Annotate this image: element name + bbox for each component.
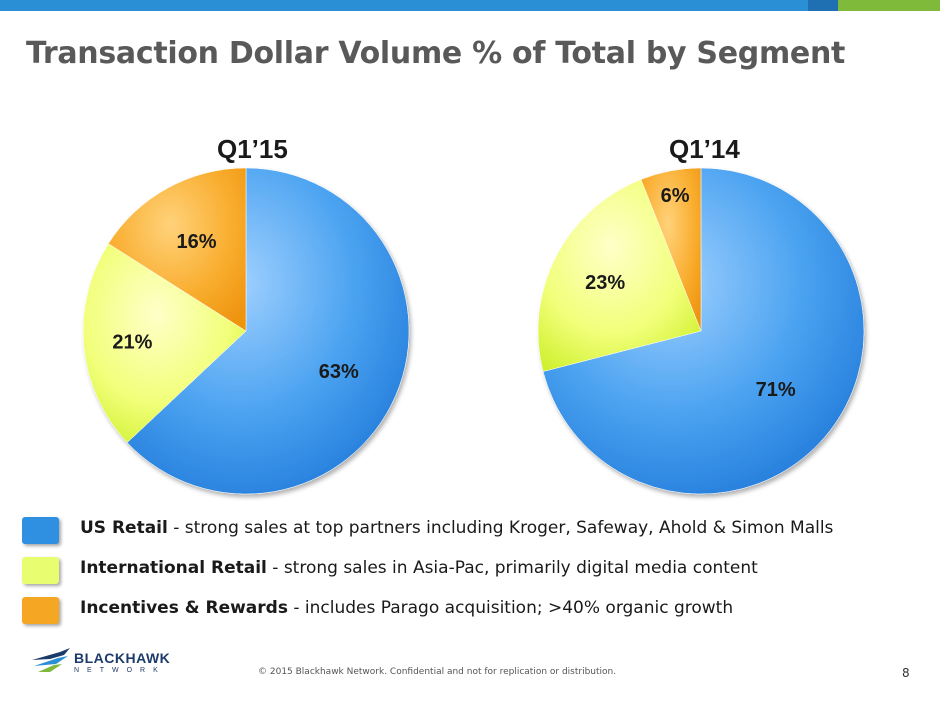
pie-slice-incentives-and-rewards [640,167,702,332]
top-bar-segment-dark [808,0,838,11]
us-retail-swatch [22,517,59,544]
legend-desc-international-retail: - strong sales in Asia-Pac, primarily di… [266,558,758,578]
pie-q1-14 [537,167,865,495]
data-label-international-retail: 23% [585,272,625,294]
top-accent-bar [0,0,940,11]
pie-labels-q1-14: 71% 23% 6% [585,185,796,401]
logo-subtitle: NETWORK [74,667,166,674]
data-label-incentives-and-rewards: 6% [661,185,690,207]
hawk-icon [32,648,70,672]
logo-wordmark: BLACKHAWK [74,650,171,666]
pie-slice-international-retail [537,179,702,372]
pie-labels-q1-15: 63% 21% 16% [112,231,359,383]
pie-title-q1-14: Q1’14 [669,134,740,164]
pie-title-q1-15: Q1’15 [217,134,288,164]
pie-q1-15 [82,167,410,495]
pie-slice-us-retail [542,167,865,495]
blackhawk-logo: BLACKHAWK NETWORK [30,646,180,682]
legend-name-incentives-rewards: Incentives & Rewards [80,598,288,618]
data-label-international-retail: 21% [112,332,152,354]
data-label-us-retail: 63% [319,361,359,383]
slide-title: Transaction Dollar Volume % of Total by … [26,36,846,71]
legend-name-international-retail: International Retail [80,558,267,578]
pie-slice-incentives-and-rewards [108,167,247,332]
page-number: 8 [902,666,910,680]
international-retail-swatch [22,557,59,584]
data-label-incentives-and-rewards: 16% [177,231,217,253]
legend-name-us-retail: US Retail [80,518,168,538]
footer-copyright: © 2015 Blackhawk Network. Confidential a… [258,667,617,677]
legend-desc-us-retail: - strong sales at top partners including… [167,518,834,538]
legend-desc-incentives-rewards: - includes Parago acquisition; >40% orga… [287,598,734,618]
pie-slice-international-retail [82,243,247,443]
top-bar-segment-green [838,0,940,11]
incentives-rewards-swatch [22,597,59,624]
data-label-us-retail: 71% [756,379,796,401]
top-bar-segment-light [0,0,808,11]
pie-slice-us-retail [126,167,410,495]
